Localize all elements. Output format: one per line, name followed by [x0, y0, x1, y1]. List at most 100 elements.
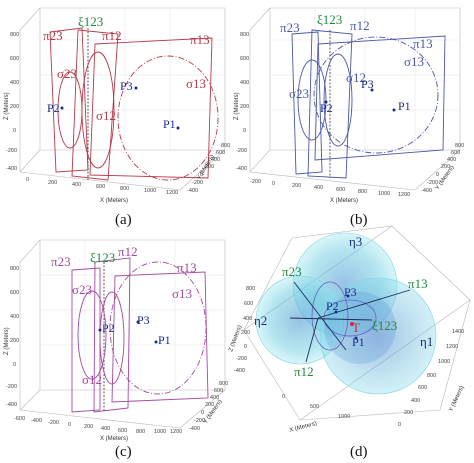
- label-pi23-a: π23: [43, 28, 63, 43]
- svg-text:0: 0: [272, 181, 275, 187]
- point-p2-b: [324, 100, 328, 104]
- label-sigma13-a: σ13: [186, 76, 206, 91]
- label-sigma13-c: σ13: [172, 286, 192, 301]
- label-xi123-d: ξ123: [372, 318, 397, 333]
- svg-text:-400: -400: [236, 166, 247, 172]
- svg-text:-200: -200: [236, 356, 247, 362]
- caption-c: (c): [115, 444, 132, 460]
- label-xi123-a: ξ123: [78, 14, 103, 29]
- circle-sigma12-a: [81, 51, 115, 169]
- circle-sigma12-b: [323, 53, 353, 147]
- svg-text:-400: -400: [421, 188, 432, 194]
- ticks-a: 800 600 400 200 0 -200 -400 0 200 400 60…: [6, 32, 230, 196]
- plane-pi13-a: [89, 37, 213, 179]
- label-sigma23-c: σ23: [72, 282, 92, 297]
- svg-text:400: 400: [101, 426, 110, 432]
- svg-text:600: 600: [418, 385, 427, 391]
- svg-text:-200: -200: [192, 180, 203, 186]
- label-sigma13-b: σ13: [404, 54, 424, 69]
- label-pi12-a: π12: [102, 28, 122, 43]
- label-xi123-b: ξ123: [317, 12, 342, 27]
- svg-text:400: 400: [240, 80, 249, 86]
- label-pi23-c: π23: [51, 254, 71, 269]
- svg-text:600: 600: [244, 301, 253, 307]
- svg-text:600: 600: [336, 187, 345, 193]
- label-p1-b: P1: [398, 99, 411, 113]
- svg-text:800: 800: [219, 381, 228, 387]
- svg-text:-400: -400: [189, 426, 200, 432]
- svg-text:0: 0: [243, 128, 246, 134]
- svg-text:500: 500: [310, 404, 319, 410]
- plane-pi23-c: [71, 267, 101, 413]
- circle-sigma13-b: [313, 36, 439, 154]
- svg-text:400: 400: [243, 316, 252, 322]
- label-eta3-d: η3: [349, 234, 362, 249]
- label-pi13-a: π13: [190, 32, 210, 47]
- ticks-c: 800 600 400 200 0 -200 -400 -600 -400 -2…: [6, 266, 228, 435]
- svg-text:-200: -200: [250, 179, 261, 185]
- svg-text:0: 0: [13, 128, 16, 134]
- svg-text:600: 600: [214, 388, 223, 394]
- svg-text:-200: -200: [48, 420, 59, 426]
- zlabel-b: Z (Meters): [234, 92, 240, 120]
- svg-text:600: 600: [451, 150, 460, 156]
- panel-b: π23 ξ123 π12 π13 σ23 σ12 σ13 P2 P3 P1 X …: [234, 7, 464, 228]
- svg-text:-200: -200: [6, 148, 17, 154]
- plane-pi13-d: [317, 289, 411, 319]
- xlabel-a: X (Meters): [100, 198, 128, 204]
- svg-text:0: 0: [201, 410, 204, 416]
- circle-sigma13-a: [117, 55, 219, 181]
- xlabel-d: X (Meters): [289, 421, 318, 434]
- label-pi12-b: π12: [350, 18, 370, 33]
- xlabel-c: X (Meters): [100, 436, 128, 442]
- point-p3-c: [136, 320, 140, 324]
- svg-text:800: 800: [240, 32, 249, 38]
- caption-b: (b): [350, 212, 368, 228]
- svg-text:800: 800: [10, 32, 19, 38]
- label-pi23-b: π23: [280, 20, 300, 35]
- circle-sigma13-c: [109, 261, 207, 395]
- label-p3-d: P3: [344, 285, 357, 299]
- zlabel-a: Z (Meters): [4, 92, 10, 120]
- point-p1-c: [154, 340, 158, 344]
- label-p2-b: P2: [320, 101, 333, 115]
- svg-text:-400: -400: [6, 166, 17, 172]
- svg-text:0: 0: [26, 177, 29, 183]
- svg-text:800: 800: [120, 186, 129, 192]
- label-p1-a: P1: [163, 117, 176, 131]
- caption-d: (d): [350, 444, 368, 460]
- svg-text:400: 400: [211, 157, 220, 163]
- svg-text:600: 600: [240, 56, 249, 62]
- label-p3-a: P3: [120, 79, 133, 93]
- label-p2-a: P2: [47, 101, 60, 115]
- svg-text:800: 800: [136, 429, 145, 435]
- point-p2-a: [60, 106, 64, 110]
- label-sigma23-b: σ23: [289, 86, 309, 101]
- svg-text:600: 600: [96, 184, 105, 190]
- svg-text:-200: -200: [194, 418, 205, 424]
- svg-text:400: 400: [10, 80, 19, 86]
- svg-text:0: 0: [13, 362, 16, 368]
- svg-text:200: 200: [292, 183, 301, 189]
- circle-sigma23-b: [297, 59, 327, 141]
- svg-text:800: 800: [246, 286, 255, 292]
- svg-text:-400: -400: [234, 368, 245, 374]
- label-p2-d: P2: [326, 299, 339, 313]
- circle-sigma23-c: [77, 290, 107, 380]
- svg-text:800: 800: [221, 143, 230, 149]
- svg-text:1200: 1200: [166, 190, 178, 196]
- plane-pi23-b: [291, 31, 323, 175]
- svg-text:800: 800: [10, 266, 19, 272]
- target-point-t: [350, 322, 354, 326]
- svg-text:1000: 1000: [338, 414, 350, 420]
- point-p3-d: [346, 294, 350, 298]
- plane-pi13-b: [314, 35, 446, 161]
- label-pi13-d: π13: [408, 276, 428, 291]
- svg-text:400: 400: [10, 314, 19, 320]
- svg-text:-200: -200: [427, 180, 438, 186]
- plane-pi12-b: [307, 29, 353, 179]
- label-pi23-d: π23: [282, 264, 302, 279]
- svg-text:400: 400: [210, 395, 219, 401]
- svg-text:-400: -400: [6, 402, 17, 408]
- svg-text:600: 600: [118, 428, 127, 434]
